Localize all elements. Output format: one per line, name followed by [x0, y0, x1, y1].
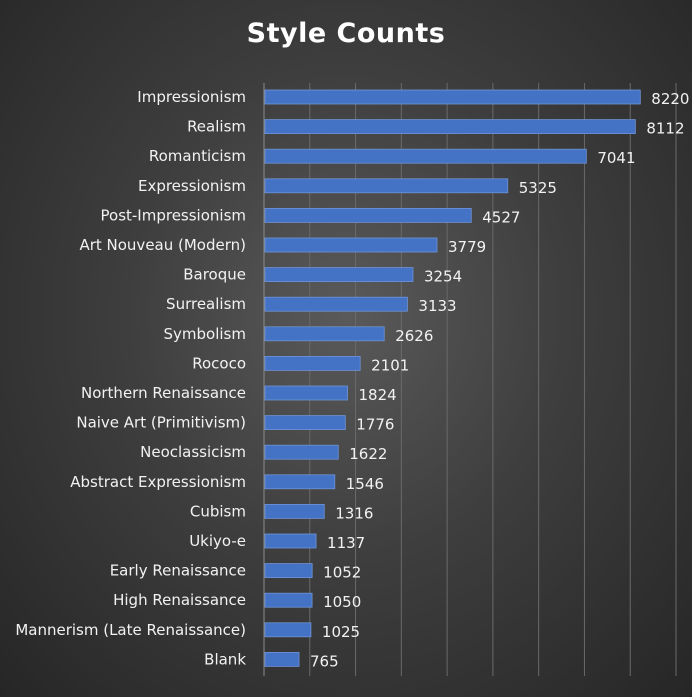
- bar-row: Ukiyo-e 1137: [189, 532, 365, 552]
- category-label: Expressionism: [138, 177, 246, 195]
- data-label: 3779: [448, 238, 486, 256]
- bar-row: Symbolism 2626: [164, 325, 434, 345]
- data-label: 3133: [418, 297, 456, 315]
- data-label: 1824: [358, 386, 396, 404]
- data-label: 765: [310, 652, 339, 670]
- bar-row: Early Renaissance 1052: [110, 562, 362, 582]
- bar-row: Rococo 2101: [192, 354, 409, 374]
- bar-row: High Renaissance 1050: [113, 591, 361, 611]
- bar-row: Cubism 1316: [190, 502, 374, 522]
- data-label: 5325: [519, 179, 557, 197]
- bar: [264, 622, 312, 638]
- data-label: 2101: [371, 356, 409, 374]
- bar: [264, 563, 313, 578]
- category-label: Impressionism: [137, 88, 246, 106]
- category-label: Rococo: [192, 354, 246, 372]
- bar-row: Art Nouveau (Modern) 3779: [79, 236, 486, 256]
- data-label: 8112: [646, 120, 684, 138]
- category-label: Realism: [187, 118, 246, 136]
- bar: [264, 444, 339, 460]
- bar: [264, 415, 346, 431]
- bar-row: Baroque 3254: [183, 266, 462, 286]
- category-label: Romanticism: [149, 147, 246, 165]
- data-label: 1137: [327, 534, 365, 552]
- category-label: Abstract Expressionism: [70, 473, 246, 491]
- bar: [264, 119, 636, 134]
- bar: [264, 474, 336, 490]
- bar-row: Blank 765: [204, 650, 339, 670]
- category-label: Baroque: [183, 266, 246, 284]
- data-label: 1052: [323, 564, 361, 582]
- chart-title: Style Counts: [246, 18, 446, 49]
- data-label: 7041: [597, 149, 635, 167]
- category-label: Neoclassicism: [140, 443, 246, 461]
- bar-row: Northern Renaissance 1824: [81, 384, 397, 404]
- data-label: 1025: [322, 623, 360, 641]
- category-label: Cubism: [190, 502, 246, 520]
- category-label: Ukiyo-e: [189, 532, 246, 550]
- bar: [264, 503, 325, 519]
- category-label: Symbolism: [164, 325, 246, 343]
- bar: [264, 652, 300, 667]
- data-label: 4527: [482, 208, 520, 226]
- bar: [264, 385, 348, 401]
- bar: [264, 592, 313, 608]
- data-label: 1622: [349, 445, 387, 463]
- bar-row: Impressionism 8220: [137, 88, 689, 108]
- category-label: Naive Art (Primitivism): [76, 414, 246, 432]
- category-label: Blank: [204, 650, 246, 668]
- bar-row: Romanticism 7041: [149, 147, 636, 167]
- bar-row: Mannerism (Late Renaissance) 1025: [15, 621, 360, 641]
- category-label: Early Renaissance: [110, 562, 246, 580]
- data-label: 1776: [356, 416, 394, 434]
- bar: [264, 148, 587, 164]
- bar: [264, 207, 472, 223]
- bar-row: Realism 8112: [187, 118, 684, 138]
- gridlines: [309, 83, 677, 676]
- category-label: Surrealism: [166, 295, 246, 313]
- bar-row: Surrealism 3133: [166, 295, 457, 315]
- bar-row: Expressionism 5325: [138, 177, 557, 197]
- bar: [264, 178, 509, 194]
- data-label: 2626: [395, 327, 433, 345]
- category-label: Mannerism (Late Renaissance): [15, 621, 246, 639]
- data-label: 3254: [424, 268, 462, 286]
- bar: [264, 533, 317, 549]
- bar: [264, 326, 385, 342]
- data-label: 1316: [335, 504, 373, 522]
- category-label: Post-Impressionism: [101, 206, 247, 224]
- data-label: 1050: [323, 593, 361, 611]
- category-label: Art Nouveau (Modern): [79, 236, 246, 254]
- category-label: Northern Renaissance: [81, 384, 246, 402]
- bar: [264, 237, 438, 253]
- bar-row: Abstract Expressionism 1546: [70, 473, 384, 493]
- bar-row: Post-Impressionism 4527: [101, 206, 521, 226]
- data-label: 1546: [346, 475, 384, 493]
- bar-row: Naive Art (Primitivism) 1776: [76, 414, 394, 434]
- bar: [264, 296, 408, 312]
- category-label: High Renaissance: [113, 591, 246, 609]
- bar: [264, 355, 361, 371]
- bar-row: Neoclassicism 1622: [140, 443, 387, 463]
- bar: [264, 89, 641, 105]
- data-label: 8220: [651, 90, 689, 108]
- bar: [264, 267, 414, 283]
